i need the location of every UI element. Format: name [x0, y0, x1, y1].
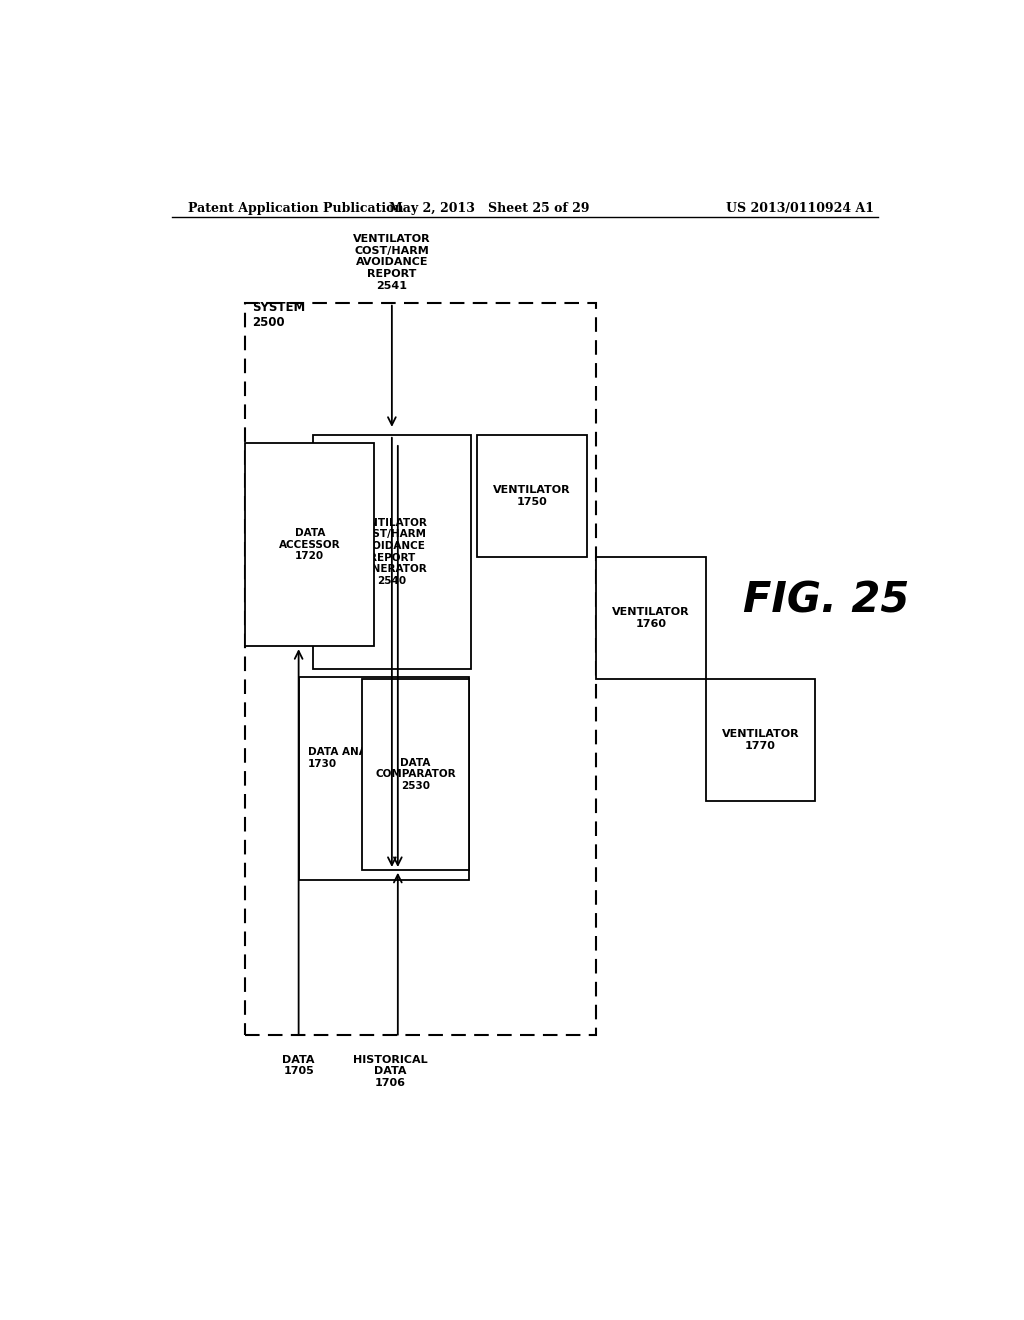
Text: HISTORICAL
DATA
1706: HISTORICAL DATA 1706	[352, 1055, 427, 1088]
Text: DATA
1705: DATA 1705	[283, 1055, 314, 1077]
Bar	[706, 678, 815, 801]
Bar	[299, 677, 469, 880]
Text: FIG. 25: FIG. 25	[743, 579, 909, 622]
Text: DATA ANALYZER
1730: DATA ANALYZER 1730	[308, 747, 402, 768]
Text: SYSTEM
2500: SYSTEM 2500	[253, 301, 306, 329]
Text: US 2013/0110924 A1: US 2013/0110924 A1	[726, 202, 873, 215]
Bar	[596, 557, 706, 678]
Text: Patent Application Publication: Patent Application Publication	[187, 202, 403, 215]
Text: VENTILATOR
1750: VENTILATOR 1750	[494, 484, 570, 507]
Bar	[313, 434, 471, 669]
Bar	[246, 302, 596, 1035]
Text: VENTILATOR
1770: VENTILATOR 1770	[722, 729, 800, 751]
Text: May 2, 2013   Sheet 25 of 29: May 2, 2013 Sheet 25 of 29	[389, 202, 590, 215]
Text: VENTILATOR
COST/HARM
AVOIDANCE
REPORT
2541: VENTILATOR COST/HARM AVOIDANCE REPORT 25…	[353, 234, 431, 290]
Text: VENTILATOR
COST/HARM
AVOIDANCE
REPORT
GENERATOR
2540: VENTILATOR COST/HARM AVOIDANCE REPORT GE…	[355, 517, 428, 586]
Text: DATA
ACCESSOR
1720: DATA ACCESSOR 1720	[279, 528, 341, 561]
Bar	[362, 678, 469, 870]
Text: DATA
COMPARATOR
2530: DATA COMPARATOR 2530	[376, 758, 456, 791]
Bar	[477, 434, 587, 557]
Bar	[246, 444, 374, 647]
Text: VENTILATOR
1760: VENTILATOR 1760	[612, 607, 690, 628]
